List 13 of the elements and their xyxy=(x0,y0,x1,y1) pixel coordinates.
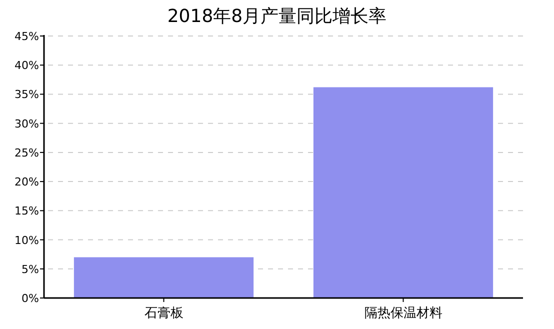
x-tick-label: 石膏板 xyxy=(144,306,184,321)
y-tick-label: 0% xyxy=(22,292,39,305)
chart-title: 2018年8月产量同比增长率 xyxy=(167,6,387,27)
y-tick-label: 10% xyxy=(14,234,39,247)
y-tick-label: 35% xyxy=(14,88,39,102)
y-tick-label: 40% xyxy=(14,59,39,72)
y-tick-label: 30% xyxy=(14,117,39,130)
y-tick-label: 5% xyxy=(22,262,39,276)
y-tick-label: 45% xyxy=(14,30,39,43)
y-tick-label: 25% xyxy=(14,146,39,160)
y-tick-label: 20% xyxy=(14,176,39,189)
x-tick-label: 隔热保温材料 xyxy=(364,306,442,321)
y-tick-label: 15% xyxy=(14,204,39,218)
